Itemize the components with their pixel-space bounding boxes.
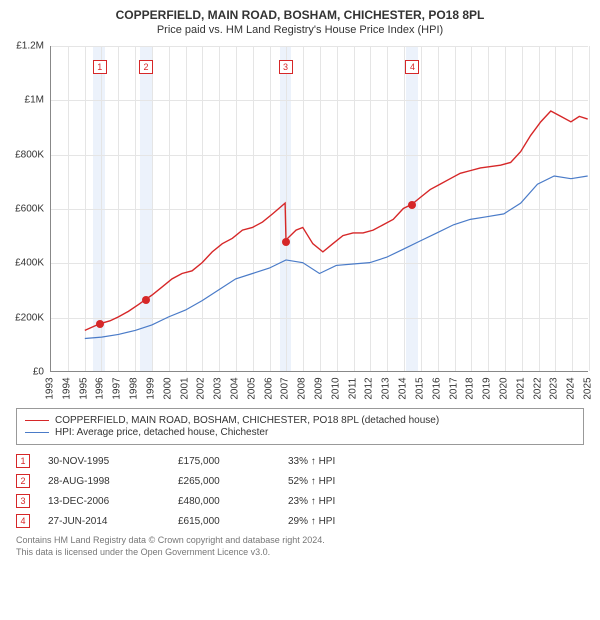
sale-marker: 2 xyxy=(139,60,153,74)
x-axis-label: 2004 xyxy=(229,377,240,399)
x-axis-label: 2023 xyxy=(549,377,560,399)
sale-point xyxy=(408,201,416,209)
plot-region: 1 2 3 4 xyxy=(50,46,588,372)
legend: COPPERFIELD, MAIN ROAD, BOSHAM, CHICHEST… xyxy=(16,408,584,445)
sale-row-marker: 3 xyxy=(16,494,30,508)
sale-point xyxy=(142,296,150,304)
legend-label: COPPERFIELD, MAIN ROAD, BOSHAM, CHICHEST… xyxy=(55,415,439,426)
x-axis-label: 2013 xyxy=(381,377,392,399)
sale-marker: 3 xyxy=(279,60,293,74)
sale-pct: 29% ↑ HPI xyxy=(288,516,398,527)
sale-date: 28-AUG-1998 xyxy=(48,476,178,487)
y-axis-label: £200K xyxy=(15,312,44,323)
y-axis-label: £600K xyxy=(15,204,44,215)
chart-subtitle: Price paid vs. HM Land Registry's House … xyxy=(8,24,592,36)
x-axis-label: 2003 xyxy=(213,377,224,399)
x-axis-label: 1994 xyxy=(61,377,72,399)
chart-area: 1 2 3 4 £0 £200K £400K £600K £800K £1M £1.2M 1993 1… xyxy=(8,42,592,402)
x-axis-label: 2002 xyxy=(196,377,207,399)
x-axis-label: 2008 xyxy=(297,377,308,399)
x-axis-label: 1999 xyxy=(145,377,156,399)
sale-pct: 33% ↑ HPI xyxy=(288,456,398,467)
x-axis-label: 2024 xyxy=(566,377,577,399)
series-price_paid xyxy=(85,111,588,330)
sale-price: £265,000 xyxy=(178,476,288,487)
sale-point xyxy=(96,320,104,328)
sale-marker: 4 xyxy=(405,60,419,74)
x-axis-label: 2009 xyxy=(314,377,325,399)
x-axis-label: 1996 xyxy=(95,377,106,399)
footer-line: Contains HM Land Registry data © Crown c… xyxy=(16,535,584,547)
x-axis-label: 2018 xyxy=(465,377,476,399)
x-axis-label: 2019 xyxy=(482,377,493,399)
sale-price: £480,000 xyxy=(178,496,288,507)
sale-row: 3 13-DEC-2006£480,00023% ↑ HPI xyxy=(16,491,584,511)
legend-item: COPPERFIELD, MAIN ROAD, BOSHAM, CHICHEST… xyxy=(25,415,575,426)
sale-point xyxy=(282,238,290,246)
y-axis-label: £0 xyxy=(33,367,44,378)
x-axis-label: 2000 xyxy=(162,377,173,399)
x-axis-label: 1998 xyxy=(129,377,140,399)
y-axis-label: £1M xyxy=(25,95,44,106)
x-axis-label: 2017 xyxy=(448,377,459,399)
sale-row: 4 27-JUN-2014£615,00029% ↑ HPI xyxy=(16,511,584,531)
x-axis-label: 2020 xyxy=(498,377,509,399)
x-axis-label: 2007 xyxy=(280,377,291,399)
gridline-v xyxy=(589,46,590,371)
legend-label: HPI: Average price, detached house, Chic… xyxy=(55,427,268,438)
sale-row-marker: 4 xyxy=(16,514,30,528)
chart-title: COPPERFIELD, MAIN ROAD, BOSHAM, CHICHEST… xyxy=(8,8,592,22)
legend-swatch xyxy=(25,420,49,421)
x-axis-label: 2006 xyxy=(263,377,274,399)
sale-row-marker: 2 xyxy=(16,474,30,488)
x-axis-label: 2022 xyxy=(532,377,543,399)
sale-date: 30-NOV-1995 xyxy=(48,456,178,467)
footer-line: This data is licensed under the Open Gov… xyxy=(16,547,584,559)
x-axis-label: 2014 xyxy=(398,377,409,399)
legend-swatch xyxy=(25,432,49,433)
sale-row: 1 30-NOV-1995£175,00033% ↑ HPI xyxy=(16,451,584,471)
sale-date: 13-DEC-2006 xyxy=(48,496,178,507)
sale-pct: 23% ↑ HPI xyxy=(288,496,398,507)
sale-price: £615,000 xyxy=(178,516,288,527)
sale-row: 2 28-AUG-1998£265,00052% ↑ HPI xyxy=(16,471,584,491)
x-axis-label: 1995 xyxy=(78,377,89,399)
x-axis-label: 2025 xyxy=(583,377,594,399)
x-axis-label: 2012 xyxy=(364,377,375,399)
x-axis-label: 2005 xyxy=(246,377,257,399)
sale-marker: 1 xyxy=(93,60,107,74)
series-hpi xyxy=(85,176,588,339)
y-axis-label: £800K xyxy=(15,149,44,160)
line-layer xyxy=(51,46,588,371)
chart-container: COPPERFIELD, MAIN ROAD, BOSHAM, CHICHEST… xyxy=(0,0,600,566)
x-axis-label: 2016 xyxy=(431,377,442,399)
x-axis-label: 2015 xyxy=(414,377,425,399)
sale-price: £175,000 xyxy=(178,456,288,467)
y-axis-label: £400K xyxy=(15,258,44,269)
sale-pct: 52% ↑ HPI xyxy=(288,476,398,487)
x-axis-label: 2011 xyxy=(347,378,358,400)
x-axis-label: 1993 xyxy=(45,377,56,399)
x-axis-label: 2010 xyxy=(330,377,341,399)
footer-attribution: Contains HM Land Registry data © Crown c… xyxy=(16,535,584,558)
sale-date: 27-JUN-2014 xyxy=(48,516,178,527)
sales-table: 1 30-NOV-1995£175,00033% ↑ HPI 2 28-AUG-199… xyxy=(16,451,584,531)
y-axis-label: £1.2M xyxy=(16,41,44,52)
x-axis-label: 2021 xyxy=(515,377,526,399)
sale-row-marker: 1 xyxy=(16,454,30,468)
x-axis-label: 1997 xyxy=(112,377,123,399)
x-axis-label: 2001 xyxy=(179,377,190,399)
title-area: COPPERFIELD, MAIN ROAD, BOSHAM, CHICHEST… xyxy=(8,8,592,36)
legend-item: HPI: Average price, detached house, Chic… xyxy=(25,427,575,438)
